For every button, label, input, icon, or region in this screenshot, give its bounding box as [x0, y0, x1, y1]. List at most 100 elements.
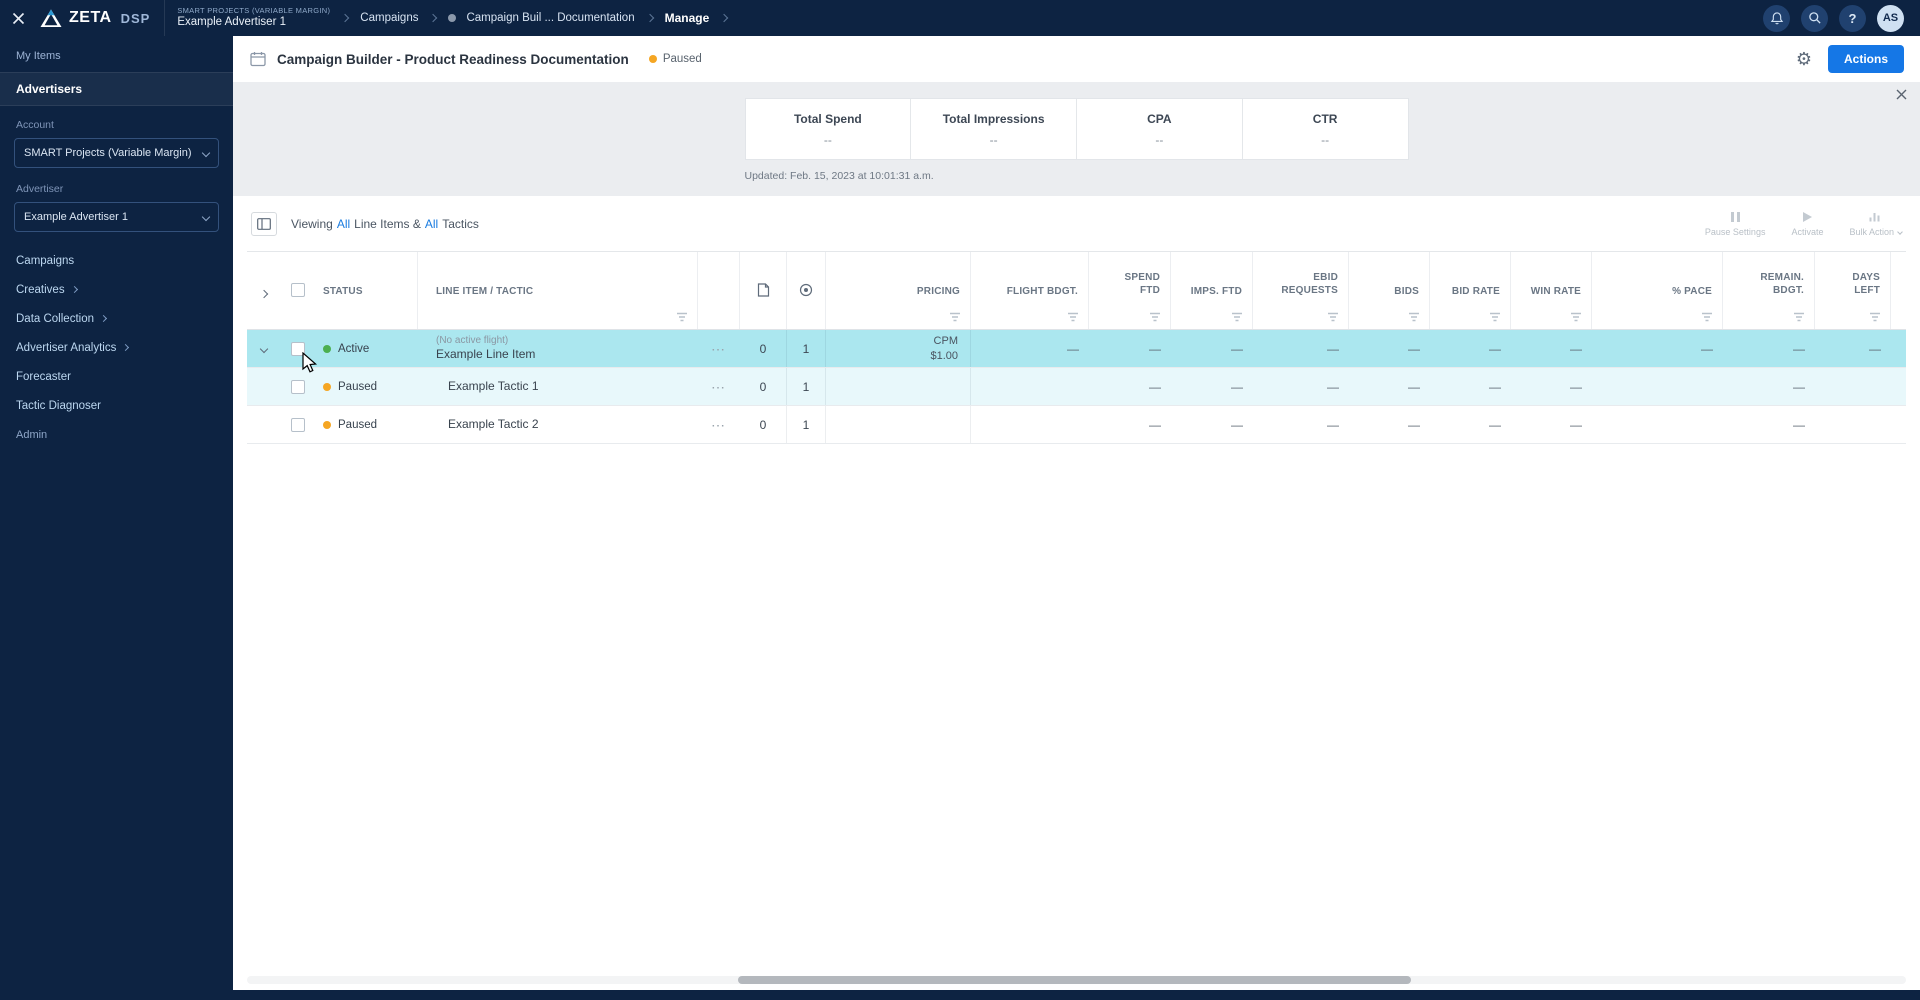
advertiser-select[interactable]: Example Advertiser 1 [14, 202, 219, 232]
days-left-value: — [1869, 341, 1881, 356]
creatives-count: 0 [759, 379, 767, 394]
filter-icon [1490, 312, 1500, 321]
column-header-pace[interactable]: % PACE [1592, 252, 1723, 304]
column-header-days-left[interactable]: DAYS LEFT [1815, 252, 1891, 304]
sidebar-item-advertisers[interactable]: Advertisers [0, 72, 233, 106]
column-header-pricing[interactable]: PRICING [826, 252, 971, 304]
spend-ftd-value: — [1149, 341, 1161, 356]
filter-icon [1068, 312, 1078, 321]
topbar-actions: ? AS [1763, 4, 1920, 32]
filter-remaining-budget[interactable] [1723, 304, 1815, 329]
gear-icon[interactable]: ⚙ [1795, 49, 1812, 69]
pricing-cell [826, 406, 971, 443]
filter-pace[interactable] [1592, 304, 1723, 329]
table-row[interactable]: Paused Example Tactic 2 ⋯ 0 1 — — — — — … [247, 406, 1906, 444]
row-checkbox[interactable] [291, 341, 305, 356]
close-icon[interactable] [1896, 89, 1907, 100]
pixels-count: 1 [802, 379, 810, 394]
column-header-status[interactable]: STATUS [315, 252, 418, 304]
brand-name: ZETA [69, 9, 112, 26]
filter-pricing[interactable] [826, 304, 971, 329]
filter-bids[interactable] [1349, 304, 1430, 329]
pricing-type: CPM [933, 334, 958, 347]
breadcrumb-account[interactable]: SMART PROJECTS (VARIABLE MARGIN) Example… [177, 6, 330, 29]
column-header-spend-ftd[interactable]: SPEND FTD [1089, 252, 1171, 304]
column-header-pixels[interactable] [787, 252, 826, 304]
filter-imps-ftd[interactable] [1171, 304, 1253, 329]
sidebar-item-campaigns[interactable]: Campaigns [0, 246, 233, 275]
select-all-checkbox[interactable] [291, 283, 305, 297]
column-header-remaining-budget[interactable]: REMAIN. BDGT. [1723, 252, 1815, 304]
avatar[interactable]: AS [1877, 4, 1904, 32]
account-select[interactable]: SMART Projects (Variable Margin) [14, 138, 219, 168]
row-checkbox[interactable] [291, 417, 305, 432]
ebid-requests-value: — [1327, 341, 1339, 356]
column-header-line-item[interactable]: LINE ITEM / TACTIC [418, 252, 698, 304]
sidebar-item-advertiser-analytics[interactable]: Advertiser Analytics [0, 333, 233, 362]
active-dot-icon [323, 344, 331, 353]
tactic-name-cell[interactable]: Example Tactic 1 [418, 368, 698, 405]
bulk-action-button[interactable]: Bulk Action [1849, 211, 1903, 237]
collapse-row-toggle[interactable] [247, 330, 281, 367]
row-more-menu[interactable]: ⋯ [711, 378, 727, 395]
filter-spend-ftd[interactable] [1089, 304, 1171, 329]
row-status: Paused [315, 368, 418, 405]
pixels-count: 1 [802, 417, 810, 432]
main-content: Campaign Builder - Product Readiness Doc… [233, 36, 1920, 990]
row-checkbox[interactable] [291, 379, 305, 394]
column-header-win-rate[interactable]: WIN RATE [1511, 252, 1592, 304]
sidebar-item-my-items[interactable]: My Items [16, 50, 61, 62]
breadcrumb-campaigns[interactable]: Campaigns [360, 12, 419, 24]
pause-settings-button[interactable]: Pause Settings [1705, 211, 1765, 237]
close-icon[interactable] [0, 0, 36, 36]
table-row[interactable]: Paused Example Tactic 1 ⋯ 0 1 — — — — — … [247, 368, 1906, 406]
metric-value: -- [989, 132, 998, 147]
tactic-name-cell[interactable]: Example Tactic 2 [418, 406, 698, 443]
column-header-ebid-requests[interactable]: EBID REQUESTS [1253, 252, 1349, 304]
filter-ebid-requests[interactable] [1253, 304, 1349, 329]
row-more-menu[interactable]: ⋯ [711, 340, 727, 357]
document-icon [757, 283, 769, 297]
ebid-requests-value: — [1327, 379, 1339, 394]
metric-value: -- [823, 132, 832, 147]
advertiser-label: Advertiser [16, 183, 64, 195]
filter-flight-budget[interactable] [971, 304, 1089, 329]
column-header-bid-rate[interactable]: BID RATE [1430, 252, 1511, 304]
column-layout-button[interactable] [251, 211, 277, 236]
table-row[interactable]: Active (No active flight) Example Line I… [247, 330, 1906, 368]
sidebar-item-tactic-diagnoser[interactable]: Tactic Diagnoser [0, 391, 233, 420]
column-header-flight-budget[interactable]: FLIGHT BDGT. [971, 252, 1089, 304]
filter-line-item[interactable] [418, 304, 698, 329]
row-more-menu[interactable]: ⋯ [711, 416, 727, 433]
sidebar-item-admin[interactable]: Admin [16, 428, 48, 441]
filter-win-rate[interactable] [1511, 304, 1592, 329]
scrollbar-thumb[interactable] [738, 976, 1411, 984]
filter-days-left[interactable] [1815, 304, 1891, 329]
sidebar-item-label: Creatives [16, 283, 65, 296]
status-badge: Paused [648, 53, 702, 65]
all-tactics-link[interactable]: All [424, 216, 439, 231]
column-header-creatives[interactable] [740, 252, 787, 304]
zeta-dsp-logo[interactable]: ZETA DSP [36, 9, 164, 28]
sidebar-item-creatives[interactable]: Creatives [0, 275, 233, 304]
metric-label: Total Spend [793, 111, 862, 126]
notifications-button[interactable] [1763, 4, 1790, 32]
table-toolbar: Viewing All Line Items & All Tactics Pau… [233, 196, 1920, 251]
activate-button[interactable]: Activate [1791, 211, 1823, 237]
horizontal-scrollbar[interactable] [247, 976, 1906, 984]
breadcrumb-manage[interactable]: Manage [664, 11, 710, 25]
column-header-bids[interactable]: BIDS [1349, 252, 1430, 304]
all-line-items-link[interactable]: All [336, 216, 351, 231]
stats-band: Total Spend -- Total Impressions -- CPA … [233, 82, 1920, 196]
line-item-name-cell[interactable]: (No active flight) Example Line Item [418, 330, 698, 367]
help-button[interactable]: ? [1839, 4, 1866, 32]
sidebar-item-data-collection[interactable]: Data Collection [0, 304, 233, 333]
breadcrumb-campaign[interactable]: Campaign Buil ... Documentation [466, 12, 635, 24]
sidebar-item-forecaster[interactable]: Forecaster [0, 362, 233, 391]
filter-bid-rate[interactable] [1430, 304, 1511, 329]
expand-all-toggle[interactable] [247, 252, 281, 304]
actions-button[interactable]: Actions [1827, 45, 1904, 73]
breadcrumb-advertiser: Example Advertiser 1 [177, 15, 286, 28]
search-button[interactable] [1801, 4, 1828, 32]
column-header-imps-ftd[interactable]: IMPS. FTD [1171, 252, 1253, 304]
